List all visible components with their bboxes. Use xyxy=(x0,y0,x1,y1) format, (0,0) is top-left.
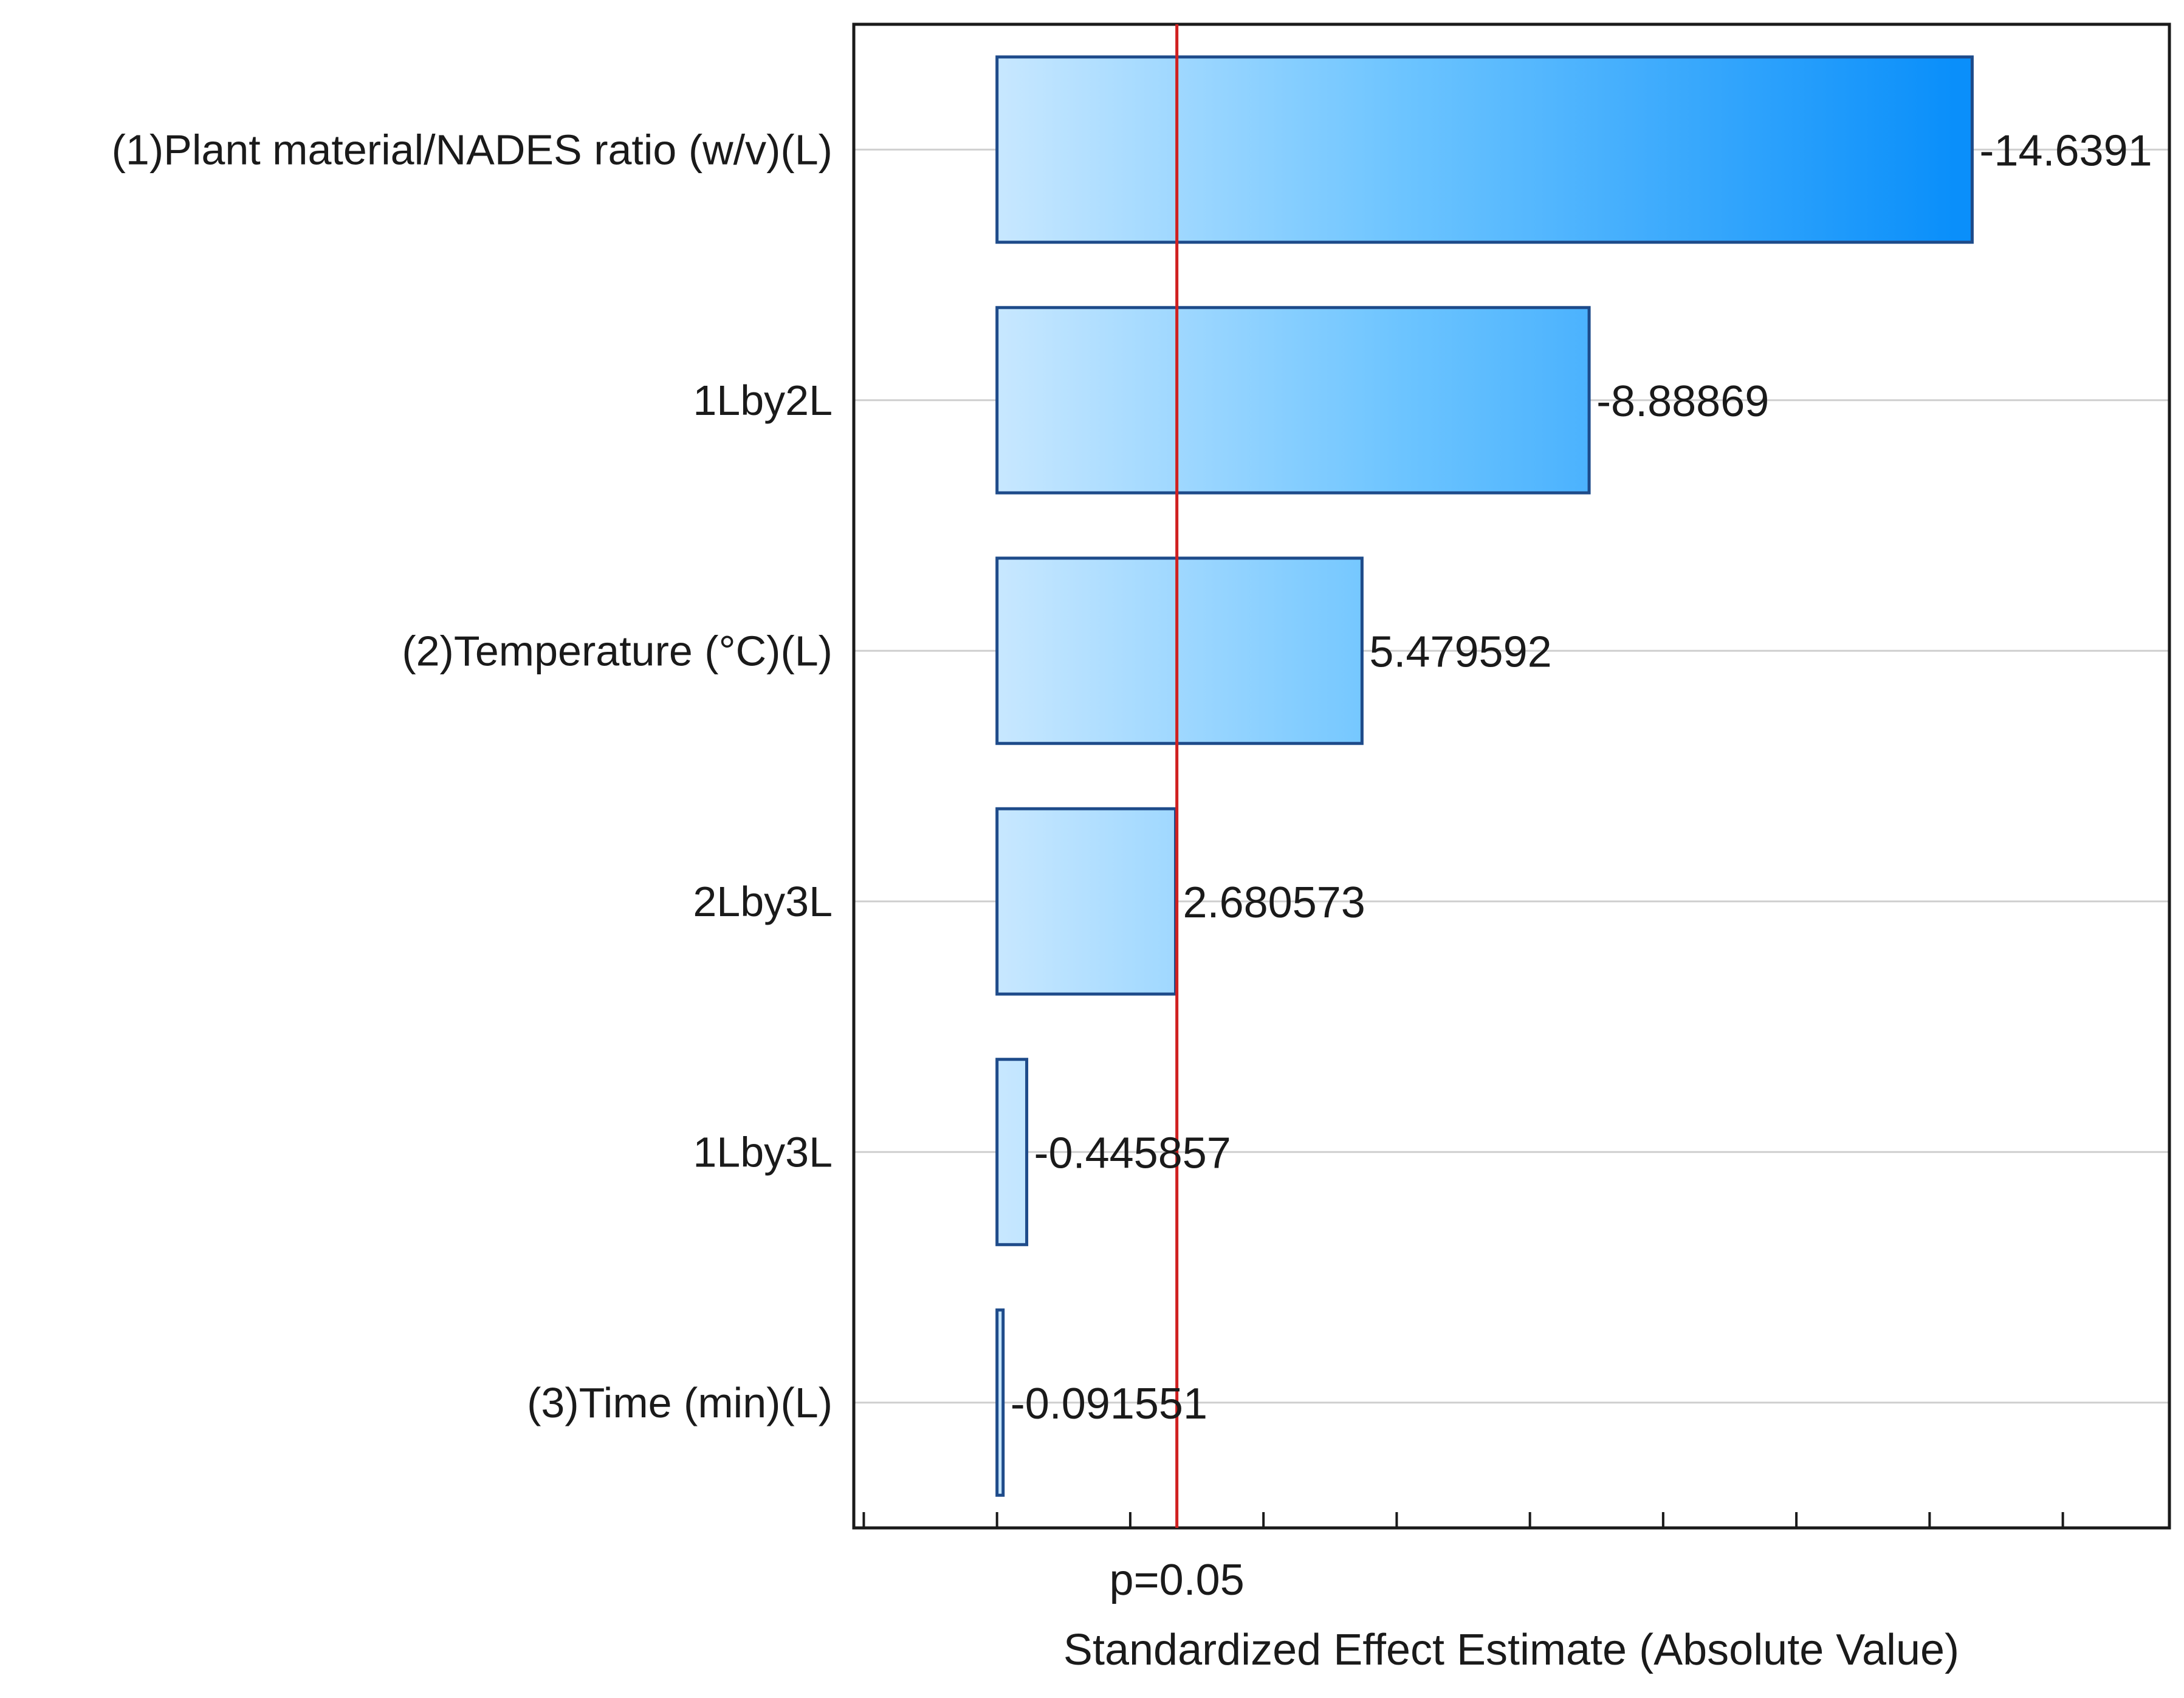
category-label: 1Lby2L xyxy=(693,377,833,424)
bars xyxy=(995,55,1974,1497)
value-label: -14.6391 xyxy=(1979,126,2152,175)
category-label: (2)Temperature (°C)(L) xyxy=(402,627,833,674)
bar xyxy=(995,1308,1005,1497)
category-label: 1Lby3L xyxy=(693,1128,833,1176)
x-axis-label: Standardized Effect Estimate (Absolute V… xyxy=(1063,1626,1959,1674)
value-label: -0.445857 xyxy=(1034,1129,1231,1177)
category-label: (1)Plant material/NADES ratio (w/v)(L) xyxy=(112,126,833,173)
reference-line-group: p=0.05 xyxy=(1110,24,1245,1604)
plot-frame xyxy=(852,22,2171,1530)
bar xyxy=(995,1058,1029,1247)
value-label: -8.88869 xyxy=(1596,377,1769,426)
value-label: 5.479592 xyxy=(1369,628,1551,676)
value-label: -0.091551 xyxy=(1011,1380,1207,1428)
bar xyxy=(995,306,1591,495)
plot-border xyxy=(852,22,2171,1530)
category-label: (3)Time (min)(L) xyxy=(527,1379,833,1426)
category-label: 2Lby3L xyxy=(693,878,833,925)
bar xyxy=(995,55,1974,244)
significance-label: p=0.05 xyxy=(1110,1556,1245,1604)
labels: (1)Plant material/NADES ratio (w/v)(L) -1… xyxy=(112,126,2152,1428)
value-label: 2.680573 xyxy=(1183,878,1365,927)
bar xyxy=(995,807,1178,996)
bar xyxy=(995,556,1364,745)
